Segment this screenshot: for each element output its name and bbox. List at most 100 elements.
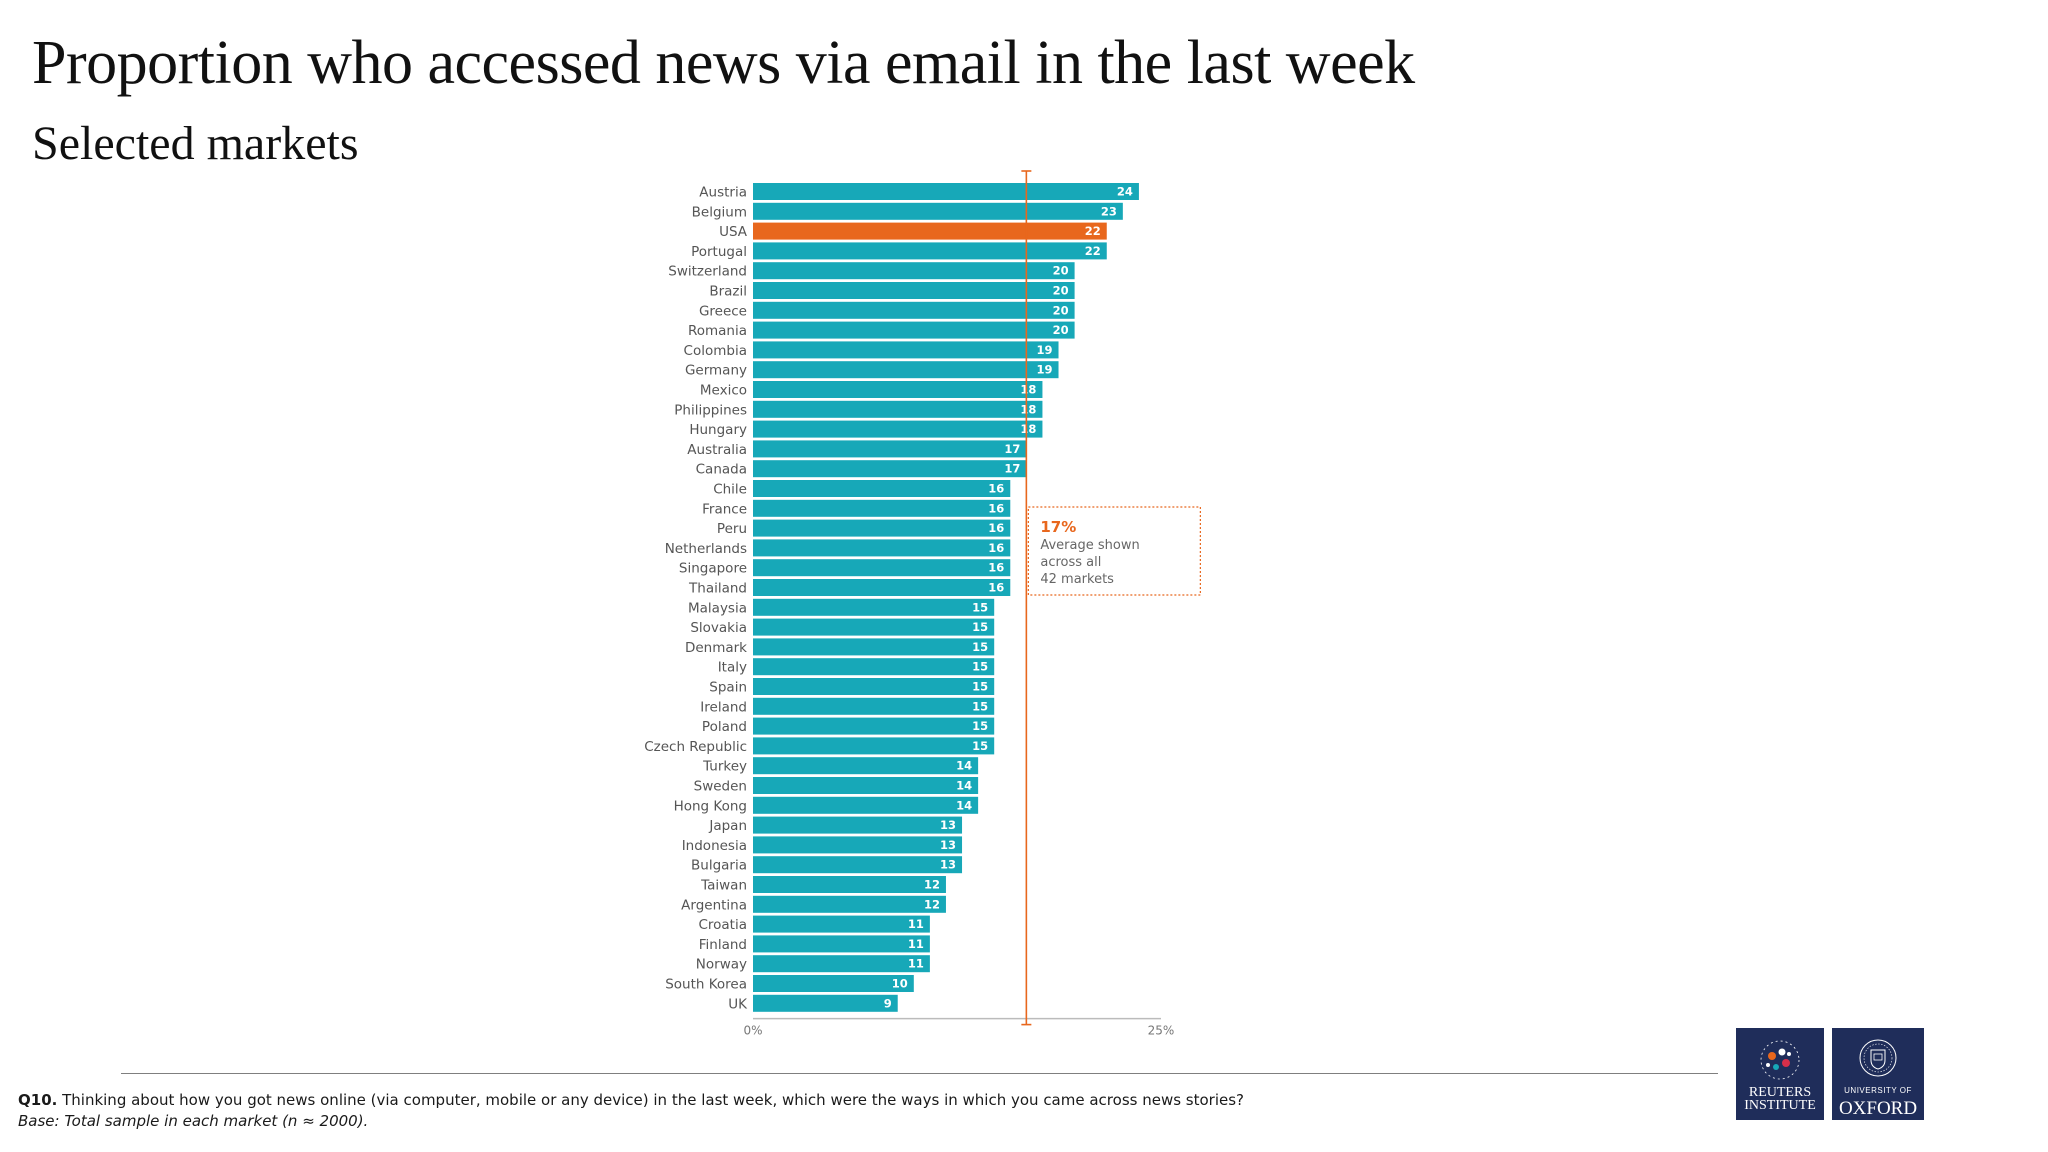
category-label: Singapore bbox=[679, 561, 747, 577]
category-label: Croatia bbox=[698, 917, 747, 933]
category-label: Japan bbox=[708, 818, 747, 834]
data-label: 13 bbox=[940, 838, 956, 852]
data-label: 24 bbox=[1117, 185, 1133, 199]
data-label: 13 bbox=[940, 858, 956, 872]
category-label: Brazil bbox=[709, 284, 747, 300]
data-label: 18 bbox=[1020, 402, 1036, 416]
page-subtitle: Selected markets bbox=[32, 117, 359, 170]
category-label: France bbox=[702, 501, 747, 517]
data-label: 16 bbox=[988, 581, 1004, 595]
data-label: 20 bbox=[1053, 264, 1069, 278]
bar bbox=[753, 321, 1075, 339]
bar bbox=[753, 262, 1075, 280]
footnote-question: Q10. Thinking about how you got news onl… bbox=[18, 1090, 1244, 1111]
question-label: Q10. bbox=[18, 1091, 58, 1109]
bar bbox=[753, 579, 1011, 596]
data-label: 18 bbox=[1020, 422, 1036, 436]
data-label: 16 bbox=[988, 541, 1004, 555]
footer-divider bbox=[121, 1073, 1718, 1074]
bar bbox=[753, 480, 1011, 497]
footnote: Q10. Thinking about how you got news onl… bbox=[18, 1090, 1244, 1132]
footnote-base: Base: Total sample in each market (n ≈ 2… bbox=[18, 1112, 369, 1130]
category-label: Argentina bbox=[681, 897, 747, 913]
data-label: 13 bbox=[940, 818, 956, 832]
bar bbox=[753, 499, 1011, 517]
x-tick-label: 25% bbox=[1148, 1024, 1175, 1038]
category-label: Mexico bbox=[700, 383, 747, 399]
category-label: Romania bbox=[688, 323, 747, 339]
x-tick-label: 0% bbox=[743, 1024, 762, 1038]
bar bbox=[753, 341, 1059, 359]
category-label: Malaysia bbox=[688, 600, 747, 616]
average-annotation-text: 42 markets bbox=[1040, 572, 1114, 587]
bar bbox=[753, 381, 1043, 398]
category-label: Bulgaria bbox=[691, 858, 747, 874]
data-label: 15 bbox=[972, 739, 988, 753]
bar bbox=[753, 975, 914, 992]
question-text: Thinking about how you got news online (… bbox=[62, 1091, 1245, 1109]
category-label: Spain bbox=[709, 680, 747, 696]
data-label: 15 bbox=[972, 660, 988, 674]
category-label: Peru bbox=[717, 521, 747, 537]
category-label: Sweden bbox=[694, 779, 747, 795]
oxford-crest-icon bbox=[1859, 1039, 1897, 1077]
category-label: Norway bbox=[696, 957, 747, 973]
bar bbox=[753, 618, 995, 636]
data-label: 19 bbox=[1037, 343, 1053, 357]
category-label: Turkey bbox=[702, 759, 747, 775]
data-label: 20 bbox=[1053, 323, 1069, 337]
bar bbox=[753, 400, 1043, 418]
category-label: Germany bbox=[685, 363, 747, 379]
data-label: 22 bbox=[1085, 224, 1101, 238]
bar bbox=[753, 856, 963, 874]
data-label: 10 bbox=[892, 977, 908, 991]
category-label: Austria bbox=[699, 185, 747, 201]
category-label: Taiwan bbox=[700, 878, 747, 894]
data-label: 14 bbox=[956, 759, 972, 773]
bar bbox=[753, 202, 1123, 220]
bar bbox=[753, 876, 946, 893]
data-label: 22 bbox=[1085, 244, 1101, 258]
bar bbox=[753, 678, 995, 695]
bar bbox=[753, 282, 1075, 299]
bar bbox=[753, 638, 995, 656]
bar bbox=[753, 361, 1059, 379]
data-label: 17 bbox=[1004, 442, 1020, 456]
bar bbox=[753, 935, 930, 953]
category-label: Slovakia bbox=[690, 620, 747, 636]
data-label: 20 bbox=[1053, 303, 1069, 317]
data-label: 11 bbox=[908, 917, 924, 931]
bar bbox=[753, 183, 1139, 200]
category-label: Belgium bbox=[692, 204, 747, 220]
data-label: 14 bbox=[956, 779, 972, 793]
data-label: 15 bbox=[972, 680, 988, 694]
data-label: 9 bbox=[884, 996, 892, 1010]
bar bbox=[753, 757, 979, 775]
category-label: Philippines bbox=[674, 402, 747, 418]
data-label: 16 bbox=[988, 482, 1004, 496]
bar bbox=[753, 717, 995, 735]
category-label: Switzerland bbox=[668, 264, 747, 280]
average-value-label: 17% bbox=[1040, 518, 1076, 536]
average-annotation-box bbox=[1027, 506, 1201, 596]
category-label: UK bbox=[728, 996, 748, 1012]
data-label: 19 bbox=[1037, 363, 1053, 377]
bar bbox=[753, 242, 1107, 260]
data-label: 16 bbox=[988, 501, 1004, 515]
average-annotation-text: Average shown bbox=[1040, 538, 1139, 553]
category-label: South Korea bbox=[665, 977, 747, 993]
data-label: 15 bbox=[972, 620, 988, 634]
bar bbox=[753, 697, 995, 715]
reuters-logo-line2: INSTITUTE bbox=[1744, 1098, 1816, 1113]
oxford-logo-line2: OXFORD bbox=[1838, 1098, 1918, 1119]
category-label: Netherlands bbox=[665, 541, 747, 557]
bar bbox=[753, 816, 963, 834]
bar bbox=[753, 994, 898, 1012]
data-label: 16 bbox=[988, 561, 1004, 575]
oxford-university-logo: UNIVERSITY OF OXFORD bbox=[1832, 1028, 1924, 1120]
category-label: USA bbox=[719, 224, 748, 240]
bar bbox=[753, 559, 1011, 577]
data-label: 15 bbox=[972, 640, 988, 654]
category-label: Ireland bbox=[700, 699, 747, 715]
reuters-dots-icon bbox=[1760, 1040, 1800, 1080]
